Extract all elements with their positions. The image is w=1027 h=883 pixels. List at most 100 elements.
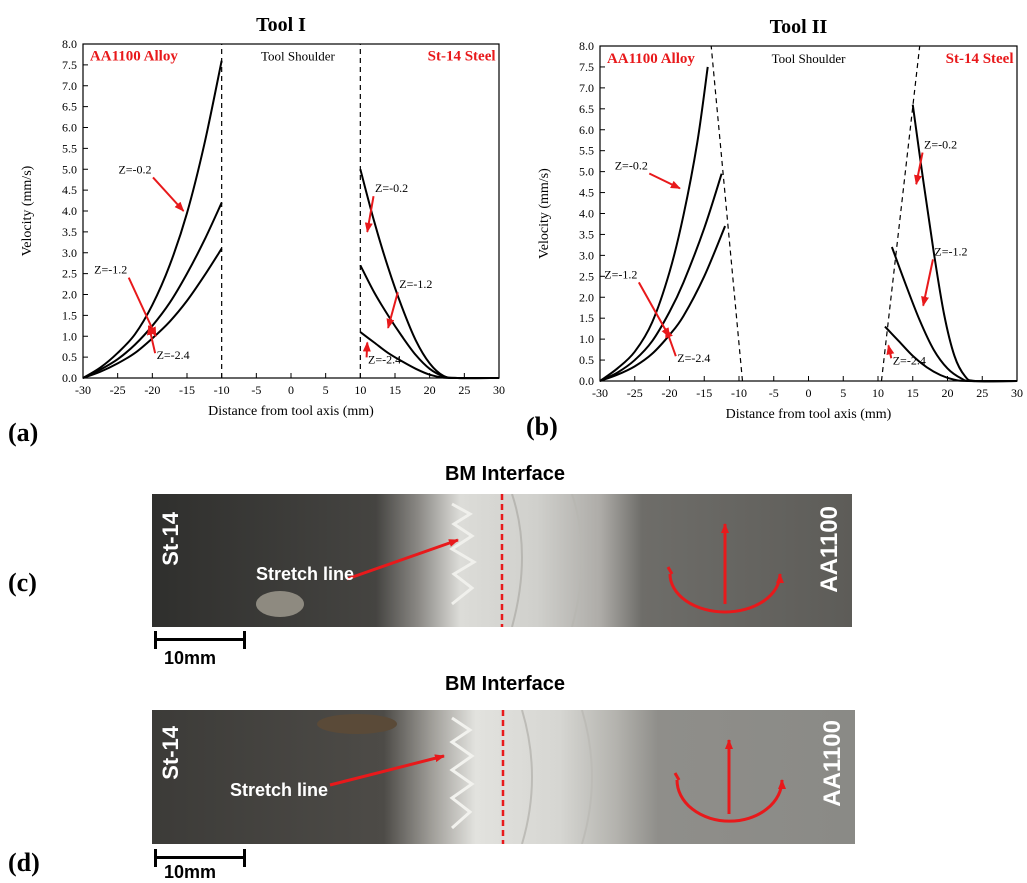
- x-axis-label: Distance from tool axis (mm): [726, 407, 892, 422]
- shoulder-boundary-0: [710, 45, 744, 382]
- chart-title: Tool I: [256, 14, 306, 36]
- x-tick-label: 5: [323, 383, 329, 397]
- region-label-left: AA1100 Alloy: [90, 49, 178, 65]
- annotation-arrow: [637, 281, 671, 338]
- scale-bar-c: [154, 631, 246, 649]
- panel-label-d: (d): [8, 848, 40, 877]
- x-tick-label: -20: [662, 386, 678, 400]
- region-label-middle: Tool Shoulder: [772, 51, 847, 66]
- x-tick-label: 0: [288, 383, 294, 397]
- annotation-label: Z=-0.2: [924, 138, 957, 152]
- y-tick-label: 5.0: [62, 162, 77, 176]
- series-line-left-1: [82, 202, 223, 379]
- y-tick-label: 7.5: [579, 60, 594, 74]
- y-tick-label: 5.5: [579, 144, 594, 158]
- y-tick-label: 2.0: [62, 288, 77, 302]
- annotation-label: Z=-1.2: [934, 244, 967, 258]
- x-tick-label: 15: [389, 383, 401, 397]
- chart-tool-1: -30 -25 -20 -15 -10 -5 0 5 10 15 20 25 30 0.0 0.5 1.0 1.…: [20, 14, 505, 419]
- weld-surface-image-d: [152, 710, 855, 844]
- x-tick-label: -5: [769, 386, 779, 400]
- photo-c-stretch-label: Stretch line: [256, 564, 355, 584]
- panel-label-b: (b): [526, 412, 558, 441]
- photo-c-title: BM Interface: [444, 463, 566, 485]
- y-tick-label: 6.5: [579, 102, 594, 116]
- annotation-arrow: [362, 341, 371, 358]
- series-line-left-1: [599, 173, 723, 382]
- y-tick-label: 0.0: [62, 371, 77, 385]
- x-tick-label: -25: [110, 383, 126, 397]
- y-tick-label: 7.0: [579, 81, 594, 95]
- photo-d-left-label: St-14: [158, 726, 183, 780]
- x-tick-label: 30: [493, 383, 505, 397]
- y-tick-label: 1.5: [579, 311, 594, 325]
- x-tick-label: -30: [75, 383, 91, 397]
- y-tick-label: 3.5: [62, 225, 77, 239]
- y-tick-label: 0.5: [579, 353, 594, 367]
- y-tick-label: 4.0: [62, 204, 77, 218]
- photo-d-title: BM Interface: [444, 673, 566, 695]
- scale-label-c: 10mm: [164, 648, 217, 668]
- x-tick-label: -15: [696, 386, 712, 400]
- x-tick-label: -30: [592, 386, 608, 400]
- annotation-label: Z=-1.2: [604, 267, 637, 281]
- x-tick-label: 25: [458, 383, 470, 397]
- x-tick-label: 20: [424, 383, 436, 397]
- x-tick-label: 0: [806, 386, 812, 400]
- y-axis-label: Velocity (mm/s): [537, 168, 552, 259]
- annotation-label: Z=-0.2: [615, 159, 648, 173]
- scale-label-d: 10mm: [164, 862, 217, 882]
- y-tick-label: 6.0: [62, 121, 77, 135]
- y-tick-label: 3.0: [579, 248, 594, 262]
- annotation-arrow: [648, 172, 681, 190]
- annotation-label: Z=-0.2: [118, 162, 151, 176]
- photo-c-right-label: AA1100: [816, 506, 843, 593]
- photo-d-right-label: AA1100: [819, 720, 846, 807]
- y-tick-label: 4.5: [62, 183, 77, 197]
- x-tick-label: -10: [214, 383, 230, 397]
- series-line-left-2: [599, 225, 727, 382]
- y-tick-label: 7.5: [62, 58, 77, 72]
- annotation-arrow: [886, 344, 895, 359]
- plot-frame: [82, 43, 500, 379]
- chart-tool-2: -30 -25 -20 -15 -10 -5 0 5 10 15 20 25 30 0.0 0.5 1.0 1.…: [537, 16, 1023, 422]
- y-tick-label: 4.0: [579, 207, 594, 221]
- annotation-label: Z=-1.2: [94, 263, 127, 277]
- y-tick-label: 0.0: [579, 374, 594, 388]
- y-tick-label: 7.0: [62, 79, 77, 93]
- x-tick-label: 20: [942, 386, 954, 400]
- x-tick-label: 30: [1011, 386, 1023, 400]
- annotation-arrow: [146, 324, 157, 354]
- x-tick-label: -10: [731, 386, 747, 400]
- y-tick-label: 3.5: [579, 227, 594, 241]
- region-label-right: St-14 Steel: [428, 49, 496, 65]
- panel-label-a: (a): [8, 418, 39, 447]
- y-tick-label: 8.0: [62, 37, 77, 51]
- x-tick-label: -20: [144, 383, 160, 397]
- series-line-right-5: [359, 331, 500, 380]
- annotation-arrow: [914, 152, 924, 186]
- annotation-arrow: [665, 327, 677, 357]
- x-tick-label: 10: [354, 383, 366, 397]
- x-tick-label: 5: [840, 386, 846, 400]
- series-line-left-0: [599, 66, 709, 382]
- shoulder-boundary-1: [880, 45, 921, 382]
- annotation-label: Z=-2.4: [677, 351, 710, 365]
- annotation-label: Z=-1.2: [399, 277, 432, 291]
- x-tick-label: -25: [627, 386, 643, 400]
- annotation-label: Z=-2.4: [893, 353, 926, 367]
- y-tick-label: 8.0: [579, 39, 594, 53]
- panel-label-c: (c): [8, 568, 37, 597]
- x-tick-label: 10: [872, 386, 884, 400]
- series-line-right-5: [884, 325, 1018, 383]
- x-tick-label: 15: [907, 386, 919, 400]
- y-tick-label: 2.5: [62, 267, 77, 281]
- annotation-arrow: [921, 259, 934, 307]
- y-tick-label: 1.0: [579, 332, 594, 346]
- annotation-label: Z=-0.2: [375, 181, 408, 195]
- y-axis-label: Velocity (mm/s): [20, 165, 35, 256]
- y-tick-label: 1.5: [62, 308, 77, 322]
- velocity-charts: -30 -25 -20 -15 -10 -5 0 5 10 15 20 25 30 0.0 0.5 1.0 1.…: [20, 14, 1023, 422]
- x-tick-label: -15: [179, 383, 195, 397]
- scale-bar-d: [154, 849, 246, 867]
